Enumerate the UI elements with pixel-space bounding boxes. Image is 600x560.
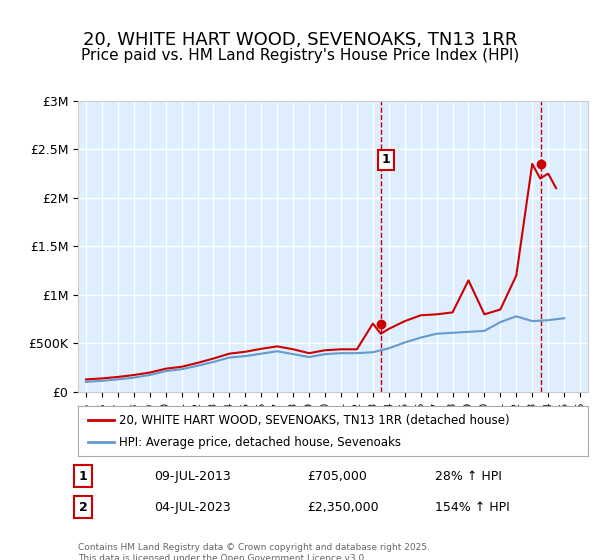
Text: £2,350,000: £2,350,000	[308, 501, 379, 514]
Text: 28% ↑ HPI: 28% ↑ HPI	[435, 470, 502, 483]
Text: 154% ↑ HPI: 154% ↑ HPI	[435, 501, 510, 514]
Text: 1: 1	[79, 470, 88, 483]
Text: Contains HM Land Registry data © Crown copyright and database right 2025.
This d: Contains HM Land Registry data © Crown c…	[78, 543, 430, 560]
Text: HPI: Average price, detached house, Sevenoaks: HPI: Average price, detached house, Seve…	[119, 436, 401, 449]
Text: 20, WHITE HART WOOD, SEVENOAKS, TN13 1RR: 20, WHITE HART WOOD, SEVENOAKS, TN13 1RR	[83, 31, 517, 49]
Text: 09-JUL-2013: 09-JUL-2013	[155, 470, 231, 483]
Text: 04-JUL-2023: 04-JUL-2023	[155, 501, 231, 514]
Text: Price paid vs. HM Land Registry's House Price Index (HPI): Price paid vs. HM Land Registry's House …	[81, 48, 519, 63]
Text: 20, WHITE HART WOOD, SEVENOAKS, TN13 1RR (detached house): 20, WHITE HART WOOD, SEVENOAKS, TN13 1RR…	[119, 414, 509, 427]
Text: 1: 1	[381, 153, 390, 166]
Text: 2: 2	[79, 501, 88, 514]
Text: £705,000: £705,000	[308, 470, 367, 483]
